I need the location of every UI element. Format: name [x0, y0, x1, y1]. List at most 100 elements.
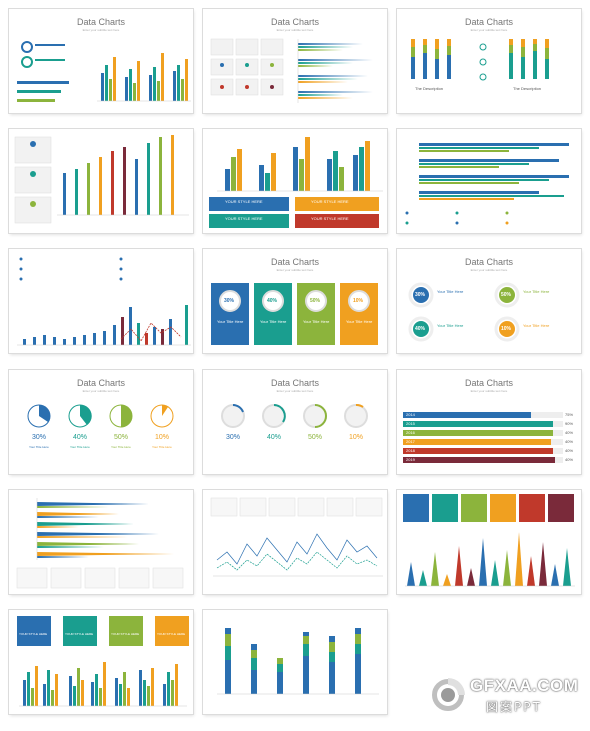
row-pct: 40% [565, 457, 574, 462]
slide-5-graphic [209, 137, 383, 228]
style-label-1: YOUR STYLE HERE [225, 199, 263, 204]
slide-15[interactable] [397, 490, 581, 594]
style-label-2: YOUR STYLE HERE [311, 199, 349, 204]
slide-12-graphic [403, 412, 563, 463]
ring-1-pct: 30% [226, 434, 241, 441]
row-pct: 40% [565, 448, 574, 453]
slide-6[interactable] [397, 129, 581, 233]
slide-subtitle: Enter your subtitle text here [470, 28, 508, 32]
slide-10[interactable]: Data Charts Enter your subtitle text her… [9, 370, 193, 474]
circle-2-pct: 50% [501, 292, 512, 298]
year-label: 2015 [406, 421, 415, 426]
desc-label-left: The Description [415, 86, 444, 91]
slide-2-graphic [210, 38, 373, 103]
year-label: 2018 [406, 448, 415, 453]
pie-4-title: Your Title Here [152, 445, 172, 449]
slide-17-graphic [217, 628, 379, 695]
slide-5[interactable]: YOUR STYLE HERE YOUR STYLE HERE YOUR STY… [203, 129, 387, 233]
slide-subtitle: Enter your subtitle text here [82, 28, 120, 32]
slide-1-graphic [17, 41, 191, 102]
watermark-text: GFXAA.COM [470, 676, 579, 695]
card-3-title: Your Title Here [303, 319, 330, 324]
slide-9[interactable]: Data Charts Enter your subtitle text her… [397, 249, 581, 353]
card-4-title: Your Title Here [346, 319, 373, 324]
slide-14-graphic [210, 497, 383, 577]
watermark: GFXAA.COM 図案PPT [428, 672, 588, 722]
slide-title: Data Charts [464, 257, 514, 267]
slide-4-graphic [14, 135, 189, 224]
slide-title: Data Charts [464, 17, 514, 27]
style-label-4: YOUR STYLE HERE [311, 216, 349, 221]
slide-4[interactable] [9, 129, 193, 233]
circle-3-title: Your Title Here [437, 323, 464, 328]
year-label: 2017 [406, 439, 415, 444]
pie-3-pct: 50% [114, 434, 129, 441]
pie-1-pct: 30% [32, 434, 47, 441]
slide-9-graphic [408, 282, 520, 342]
box-2-title: YOUR STYLE HERE [65, 632, 94, 636]
slide-title: Data Charts [270, 378, 320, 388]
slide-title: Data Charts [76, 17, 126, 27]
year-label: 2014 [406, 412, 415, 417]
circle-4-pct: 10% [501, 326, 512, 332]
box-1-title: YOUR STYLE HERE [19, 632, 48, 636]
ring-4-pct: 10% [349, 434, 364, 441]
slide-subtitle: Enter your subtitle text here [276, 389, 314, 393]
pie-3-title: Your Title Here [111, 445, 131, 449]
circle-1-pct: 30% [415, 292, 426, 298]
slide-3[interactable]: Data Charts Enter your subtitle text her… [397, 9, 581, 113]
card-1-title: Your Title Here [217, 319, 244, 324]
bar-chart [97, 53, 191, 102]
row-pct: 40% [565, 430, 574, 435]
slide-1[interactable]: Data Charts Enter your subtitle text her… [9, 9, 193, 113]
slide-16-graphic [17, 616, 189, 707]
slide-2[interactable]: Data Charts Enter your subtitle text her… [203, 9, 387, 113]
slide-10-graphic [27, 404, 174, 428]
pie-2-title: Your Title Here [70, 445, 90, 449]
watermark-subtext: 図案PPT [486, 700, 542, 714]
slide-subtitle: Enter your subtitle text here [82, 389, 120, 393]
donut-3-pct: 50% [310, 298, 321, 304]
slide-13[interactable] [9, 490, 193, 594]
slide-14[interactable] [203, 490, 387, 594]
slide-11[interactable]: Data Charts Enter your subtitle text her… [203, 370, 387, 474]
slide-3-graphic [411, 39, 549, 81]
slide-title: Data Charts [270, 257, 320, 267]
row-pct: 75% [565, 412, 574, 417]
slide-8-graphic [211, 283, 378, 345]
donut-4-pct: 10% [353, 298, 364, 304]
watermark-logo-icon [430, 677, 466, 713]
box-3-title: YOUR STYLE HERE [111, 632, 140, 636]
slide-8[interactable]: Data Charts Enter your subtitle text her… [203, 249, 387, 353]
card-2-title: Your Title Here [260, 319, 287, 324]
slide-6-graphic [405, 143, 569, 225]
slide-subtitle: Enter your subtitle text here [276, 268, 314, 272]
slide-subtitle: Enter your subtitle text here [276, 28, 314, 32]
slide-7[interactable] [9, 249, 193, 353]
slide-7-graphic [17, 257, 191, 346]
pie-4-pct: 10% [155, 434, 170, 441]
circle-2-title: Your Title Here [523, 289, 550, 294]
desc-label-right: The Description [513, 86, 542, 91]
slide-17[interactable] [203, 610, 387, 714]
slide-16[interactable]: YOUR STYLE HERE YOUR STYLE HERE YOUR STY… [9, 610, 193, 714]
pie-2-pct: 40% [73, 434, 88, 441]
slide-title: Data Charts [76, 378, 126, 388]
slide-title: Data Charts [464, 378, 514, 388]
year-label: 2016 [406, 430, 415, 435]
box-4-title: YOUR STYLE HERE [157, 632, 186, 636]
slide-11-graphic [221, 403, 368, 428]
slide-subtitle: Enter your subtitle text here [470, 389, 508, 393]
pie-1-title: Your Title Here [29, 445, 49, 449]
row-pct: 90% [565, 421, 574, 426]
slide-title: Data Charts [270, 17, 320, 27]
donut-1-pct: 30% [224, 298, 235, 304]
slide-15-graphic [403, 494, 575, 587]
circle-1-title: Your Title Here [437, 289, 464, 294]
row-pct: 40% [565, 439, 574, 444]
donut-2-pct: 40% [267, 298, 278, 304]
ring-2-pct: 40% [267, 434, 282, 441]
slide-13-graphic [16, 498, 184, 589]
slide-12[interactable]: Data Charts Enter your subtitle text her… [397, 370, 581, 474]
